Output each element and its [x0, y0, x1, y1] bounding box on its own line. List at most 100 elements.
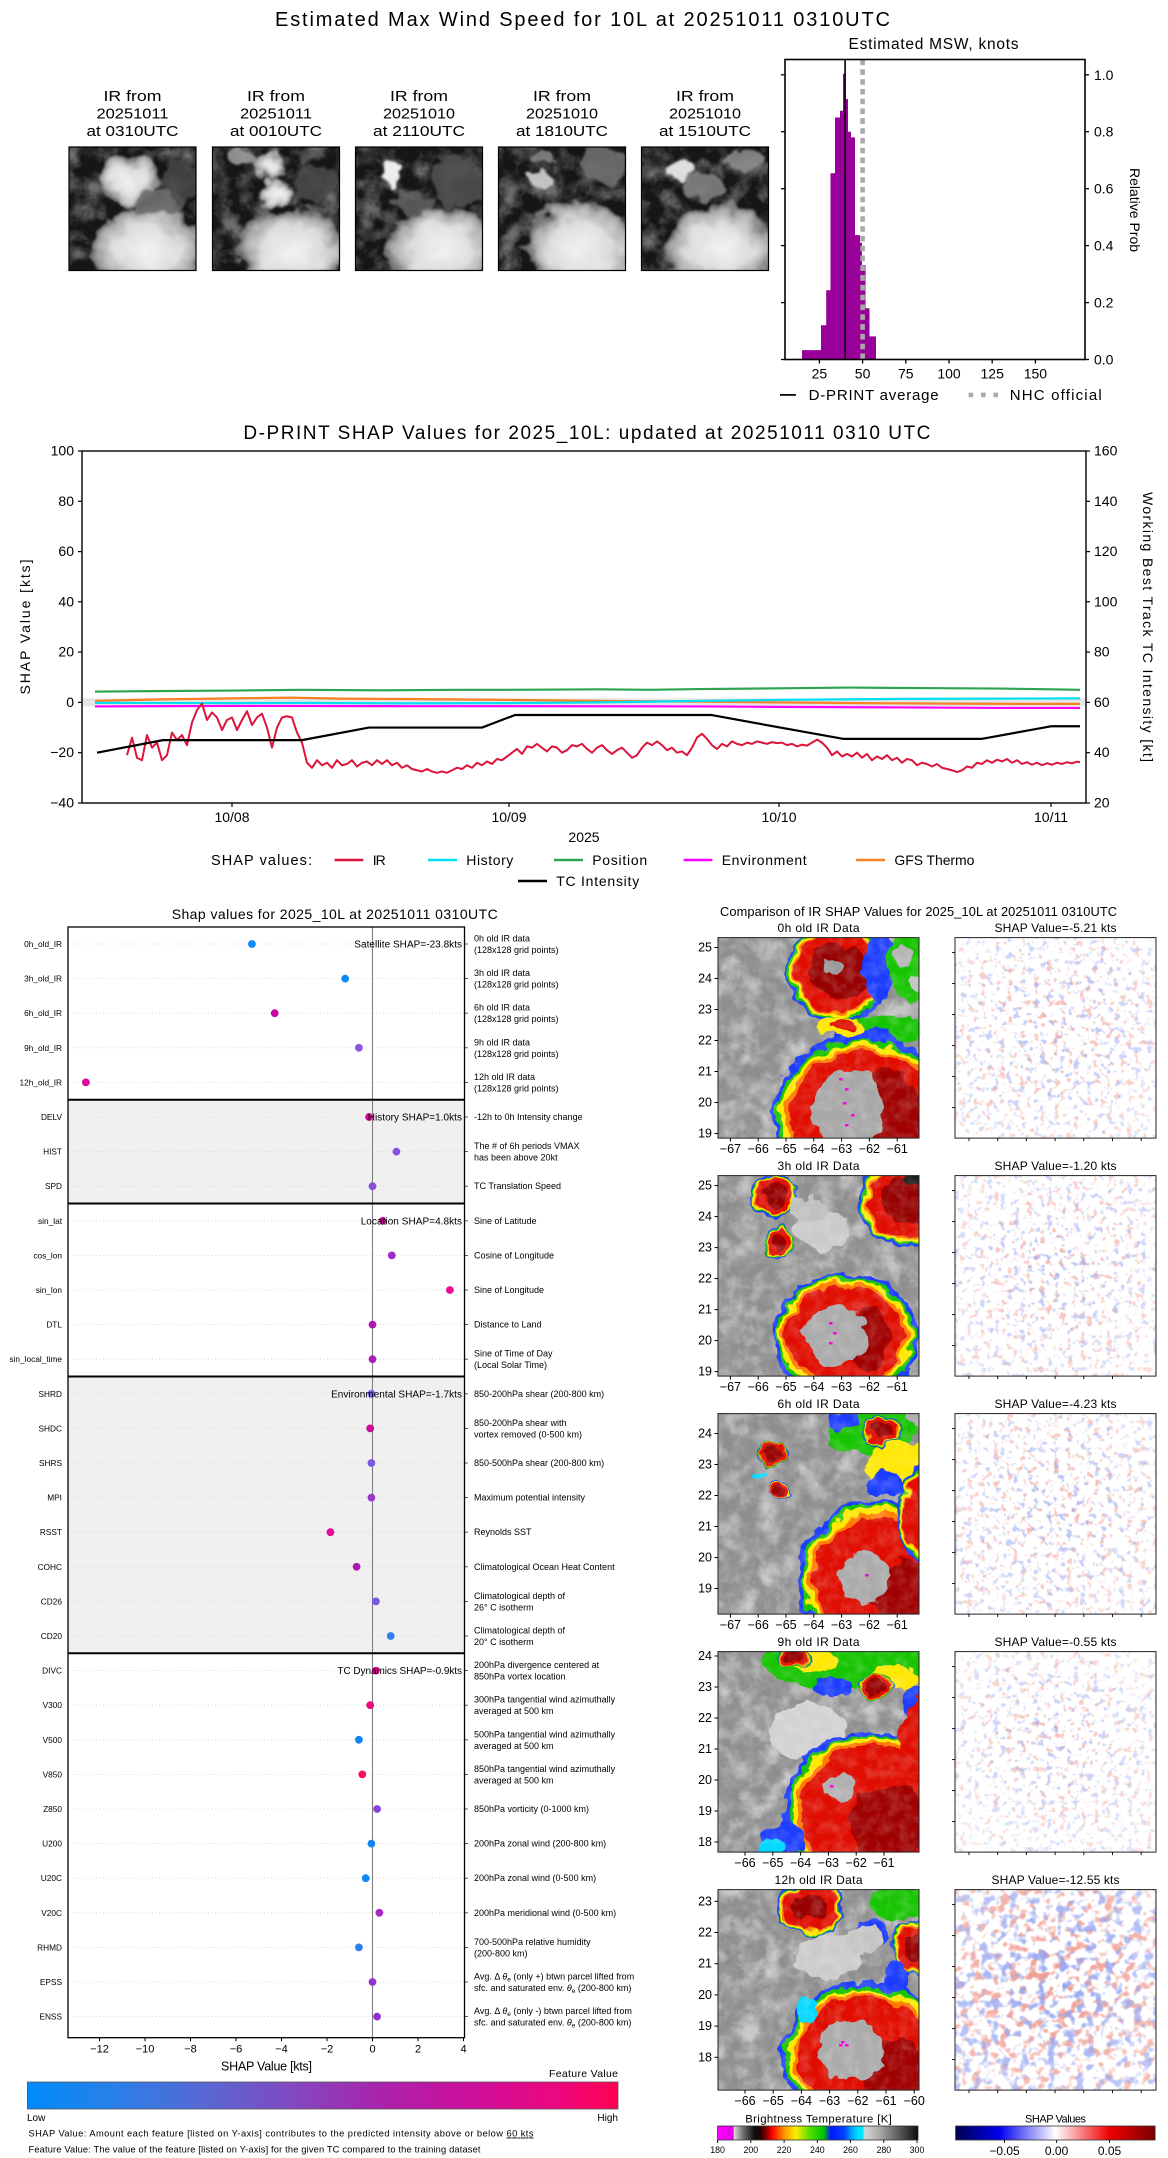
svg-text:200hPa meridional wind (0-500: 200hPa meridional wind (0-500 km) — [474, 1908, 616, 1918]
svg-text:−8: −8 — [184, 2044, 197, 2056]
svg-text:Satellite SHAP=-23.8kts: Satellite SHAP=-23.8kts — [354, 940, 462, 951]
svg-text:V300: V300 — [43, 1700, 63, 1710]
svg-text:Sine of Latitude: Sine of Latitude — [474, 1216, 537, 1226]
svg-text:Sine of Time of Day: Sine of Time of Day — [474, 1349, 553, 1359]
svg-text:HIST: HIST — [43, 1147, 62, 1157]
svg-text:220: 220 — [777, 2145, 792, 2155]
svg-text:-12h to 0h Intensity change: -12h to 0h Intensity change — [474, 1112, 583, 1122]
svg-text:24: 24 — [698, 1649, 712, 1663]
svg-text:3h old IR data: 3h old IR data — [474, 968, 530, 978]
svg-text:at 0010UTC: at 0010UTC — [230, 123, 322, 140]
svg-text:−63: −63 — [831, 1618, 852, 1632]
svg-text:200hPa zonal wind (0-500 km): 200hPa zonal wind (0-500 km) — [474, 1873, 596, 1883]
svg-text:−2: −2 — [321, 2044, 334, 2056]
svg-text:−66: −66 — [748, 1380, 769, 1394]
svg-text:850hPa vorticity (0-1000 km): 850hPa vorticity (0-1000 km) — [474, 1804, 589, 1814]
svg-text:History SHAP=1.0kts: History SHAP=1.0kts — [368, 1113, 462, 1124]
svg-text:SHAP Value=-0.55 kts: SHAP Value=-0.55 kts — [995, 1635, 1117, 1649]
svg-text:0h_old_IR: 0h_old_IR — [24, 939, 62, 949]
svg-text:20: 20 — [698, 1988, 712, 2002]
svg-text:−61: −61 — [887, 1618, 908, 1632]
svg-text:Sine of Longitude: Sine of Longitude — [474, 1285, 544, 1295]
svg-text:21: 21 — [698, 1520, 712, 1534]
svg-text:vortex removed (0-500 km): vortex removed (0-500 km) — [474, 1429, 582, 1439]
svg-text:−66: −66 — [748, 1142, 769, 1156]
svg-text:SHRS: SHRS — [39, 1458, 63, 1468]
svg-text:0.6: 0.6 — [1094, 181, 1114, 197]
svg-text:25: 25 — [812, 366, 828, 382]
svg-text:−20: −20 — [50, 744, 74, 760]
svg-text:200hPa zonal wind (200-800 km): 200hPa zonal wind (200-800 km) — [474, 1839, 606, 1849]
svg-text:IR from: IR from — [104, 88, 162, 105]
svg-text:Shap values for 2025_10L at 20: Shap values for 2025_10L at 20251011 031… — [172, 906, 498, 922]
svg-text:Cosine of Longitude: Cosine of Longitude — [474, 1250, 554, 1260]
svg-text:19: 19 — [698, 1582, 712, 1596]
svg-text:at 1810UTC: at 1810UTC — [516, 123, 608, 140]
svg-text:12h old IR data: 12h old IR data — [474, 1072, 535, 1082]
svg-text:0: 0 — [66, 694, 74, 710]
svg-text:700-500hPa relative humidity: 700-500hPa relative humidity — [474, 1937, 591, 1947]
svg-text:−64: −64 — [791, 2094, 812, 2108]
svg-text:0.00: 0.00 — [1045, 2144, 1069, 2158]
svg-text:SHAP values:: SHAP values: — [211, 853, 312, 869]
svg-text:RHMD: RHMD — [37, 1942, 62, 1952]
svg-text:−65: −65 — [762, 1856, 783, 1870]
svg-text:−4: −4 — [275, 2044, 288, 2056]
svg-text:SHAP Value=-4.23 kts: SHAP Value=-4.23 kts — [995, 1397, 1117, 1411]
svg-text:20: 20 — [698, 1551, 712, 1565]
svg-text:Avg. Δ θe (only +) btwn parcel: Avg. Δ θe (only +) btwn parcel lifted fr… — [474, 1972, 634, 1984]
svg-text:300hPa tangential wind azimuth: 300hPa tangential wind azimuthally — [474, 1695, 616, 1705]
svg-text:−62: −62 — [859, 1380, 880, 1394]
svg-text:IR: IR — [373, 852, 386, 868]
svg-text:500hPa tangential wind azimuth: 500hPa tangential wind azimuthally — [474, 1729, 616, 1739]
svg-text:−67: −67 — [720, 1380, 741, 1394]
svg-text:22: 22 — [698, 1034, 712, 1048]
svg-text:40: 40 — [1094, 744, 1110, 760]
svg-text:IR from: IR from — [247, 88, 305, 105]
svg-text:21: 21 — [698, 1742, 712, 1756]
svg-text:DELV: DELV — [41, 1112, 63, 1122]
svg-text:9h_old_IR: 9h_old_IR — [24, 1043, 62, 1053]
svg-text:CD26: CD26 — [41, 1596, 63, 1606]
svg-text:850-200hPa shear (200-800 km): 850-200hPa shear (200-800 km) — [474, 1389, 604, 1399]
svg-text:24: 24 — [698, 1210, 712, 1224]
svg-text:sin_local_time: sin_local_time — [9, 1354, 62, 1364]
svg-text:23: 23 — [698, 1003, 712, 1017]
svg-text:20251010: 20251010 — [383, 106, 455, 123]
svg-text:Feature Value: The value of th: Feature Value: The value of the feature … — [29, 2145, 481, 2155]
svg-text:19: 19 — [698, 1804, 712, 1818]
svg-text:U200: U200 — [42, 1839, 62, 1849]
svg-text:260: 260 — [843, 2145, 858, 2155]
svg-text:23: 23 — [698, 1680, 712, 1694]
svg-text:125: 125 — [981, 366, 1005, 382]
svg-text:0h old IR data: 0h old IR data — [474, 934, 530, 944]
svg-text:240: 240 — [810, 2145, 825, 2155]
svg-text:at 2110UTC: at 2110UTC — [373, 123, 465, 140]
svg-text:Relative Prob: Relative Prob — [1127, 168, 1143, 252]
svg-text:0.4: 0.4 — [1094, 238, 1114, 254]
svg-text:(128x128 grid points): (128x128 grid points) — [474, 945, 559, 955]
svg-text:20: 20 — [698, 1334, 712, 1348]
svg-text:−65: −65 — [775, 1618, 796, 1632]
svg-text:History: History — [466, 852, 513, 868]
svg-text:22: 22 — [698, 1926, 712, 1940]
svg-text:100: 100 — [1094, 593, 1118, 609]
svg-text:21: 21 — [698, 1303, 712, 1317]
svg-text:IR from: IR from — [676, 88, 734, 105]
svg-text:SHAP Value [kts]: SHAP Value [kts] — [221, 2060, 312, 2074]
svg-text:−61: −61 — [887, 1380, 908, 1394]
svg-text:20: 20 — [1094, 795, 1110, 811]
svg-text:60: 60 — [58, 543, 74, 559]
svg-text:SHAP Value: Amount each featur: SHAP Value: Amount each feature [listed … — [29, 2129, 534, 2139]
svg-text:300: 300 — [910, 2145, 925, 2155]
svg-text:Location SHAP=4.8kts: Location SHAP=4.8kts — [361, 1216, 462, 1227]
svg-text:−61: −61 — [875, 2094, 896, 2108]
svg-text:22: 22 — [698, 1489, 712, 1503]
svg-text:21: 21 — [698, 1957, 712, 1971]
svg-text:−62: −62 — [846, 1856, 867, 1870]
svg-text:9h old IR data: 9h old IR data — [474, 1037, 530, 1047]
svg-text:−0.05: −0.05 — [989, 2144, 1020, 2158]
svg-text:0.05: 0.05 — [1098, 2144, 1122, 2158]
svg-text:−65: −65 — [775, 1142, 796, 1156]
svg-text:160: 160 — [1094, 443, 1118, 459]
